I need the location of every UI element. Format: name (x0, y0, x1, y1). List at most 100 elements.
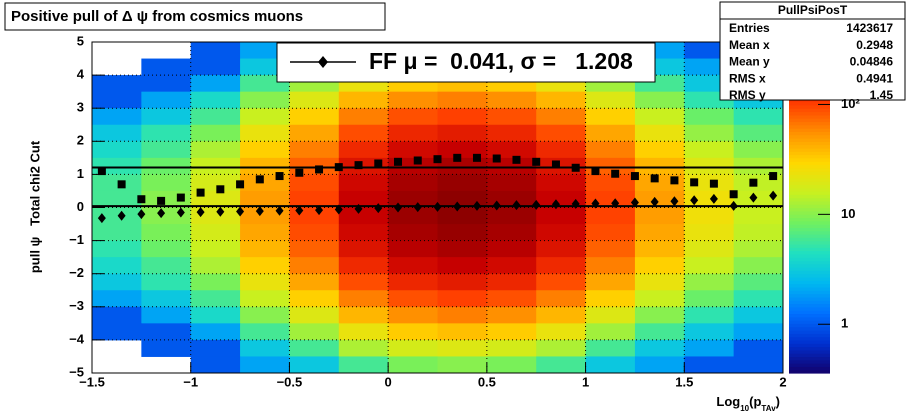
heat-cell (388, 190, 438, 208)
square-marker (196, 188, 205, 197)
heat-cell (240, 141, 290, 159)
color-bar-step (789, 118, 830, 123)
heat-cell (388, 339, 438, 357)
diamond-marker (472, 200, 481, 211)
heat-cell (388, 174, 438, 192)
square-marker (690, 178, 699, 187)
square-marker (433, 155, 442, 164)
heat-cell (388, 108, 438, 126)
heat-cell (92, 174, 142, 192)
heat-cell (634, 306, 685, 324)
heat-cell (338, 124, 389, 142)
heat-cell (634, 257, 685, 275)
heat-cell (338, 323, 389, 341)
color-bar-step (789, 336, 830, 341)
heat-cell (437, 257, 488, 275)
x-tick-label: 0.5 (478, 374, 496, 389)
diamond-marker (354, 203, 363, 214)
color-bar-step (789, 270, 830, 275)
diamond-marker (334, 204, 343, 215)
heat-cell (92, 306, 142, 324)
x-tick-label: −1.5 (79, 374, 105, 389)
color-bar-step (789, 250, 830, 255)
heat-cell (585, 207, 636, 225)
heat-cell (486, 124, 537, 142)
heat-cell (486, 356, 537, 374)
heat-cell (536, 257, 587, 275)
color-bar-step (789, 114, 830, 119)
heat-cell (92, 257, 142, 275)
heat-cell (486, 339, 537, 357)
heat-cell (289, 257, 340, 275)
color-bar-step (789, 293, 830, 298)
heat-cell (486, 290, 537, 308)
heat-cell (585, 91, 636, 109)
color-bar-step (789, 316, 830, 321)
color-bar-step (789, 296, 830, 301)
x-tick-label: −1 (183, 374, 198, 389)
color-bar-step (789, 141, 830, 146)
heat-cell (141, 339, 192, 357)
heat-cell (141, 91, 192, 109)
color-bar-step (789, 369, 830, 374)
heat-cell (536, 356, 587, 374)
heat-cell (536, 141, 587, 159)
heat-cell (289, 190, 340, 208)
heat-cell (733, 306, 784, 324)
color-bar-step (789, 197, 830, 202)
heat-cell (388, 240, 438, 258)
heat-cell (240, 190, 290, 208)
heat-cell (684, 273, 735, 291)
heat-cell (585, 356, 636, 374)
heat-cell (190, 290, 241, 308)
color-bar-step (789, 147, 830, 152)
heat-cell (536, 108, 587, 126)
heatmap (92, 42, 784, 374)
x-axis-label-part: TAv (761, 404, 776, 413)
heat-cell (92, 224, 142, 242)
diamond-marker (551, 199, 560, 210)
heat-cell (585, 323, 636, 341)
heat-cell (289, 356, 340, 374)
color-bar-step (789, 366, 830, 371)
color-bar-step (789, 310, 830, 315)
heat-cell (733, 124, 784, 142)
heat-cell (634, 207, 685, 225)
diamond-marker (453, 201, 462, 212)
color-bar-step (789, 359, 830, 364)
color-bar-step (789, 128, 830, 132)
color-bar-step (789, 131, 830, 136)
diamond-marker (255, 206, 264, 217)
z-tick-label: 10 (841, 206, 855, 221)
heat-cell (684, 339, 735, 357)
color-bar-step (789, 326, 830, 331)
diamond-marker (236, 206, 245, 217)
heat-cell (733, 108, 784, 126)
heat-cell (338, 207, 389, 225)
heat-cell (585, 240, 636, 258)
color-bar-step (789, 154, 830, 159)
x-axis-label-part: 10 (740, 404, 749, 413)
heat-cell (190, 339, 241, 357)
heat-cell (684, 141, 735, 159)
diamond-marker (729, 200, 738, 211)
heat-cell (141, 108, 192, 126)
diamond-marker (611, 198, 620, 209)
heat-cell (289, 91, 340, 109)
color-bar-step (789, 224, 830, 228)
color-bar-step (789, 190, 830, 195)
heat-cell (240, 273, 290, 291)
heat-cell (684, 124, 735, 142)
x-axis-label-part: Log (716, 394, 740, 409)
heat-cell (733, 290, 784, 308)
heat-cell (585, 141, 636, 159)
heat-cell (437, 207, 488, 225)
heat-cell (585, 174, 636, 192)
heat-cell (536, 306, 587, 324)
heat-cell (486, 224, 537, 242)
square-marker (255, 175, 264, 184)
heat-cell (733, 323, 784, 341)
heat-cell (388, 323, 438, 341)
heat-cell (684, 207, 735, 225)
color-bar-step (789, 339, 830, 344)
